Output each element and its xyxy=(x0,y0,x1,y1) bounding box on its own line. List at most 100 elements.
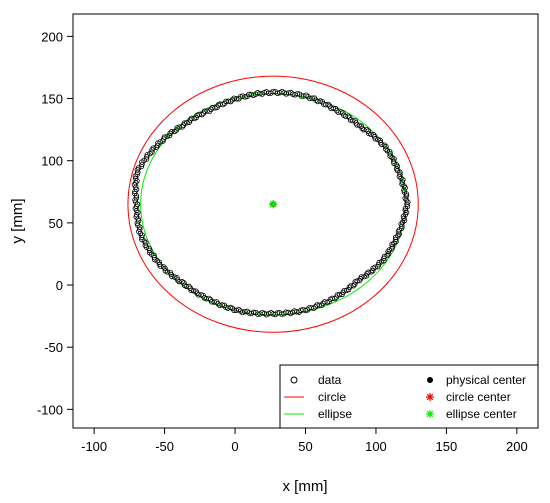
data-point xyxy=(386,247,393,253)
data-point xyxy=(172,128,178,135)
data-point xyxy=(364,127,370,133)
x-tick-label: -50 xyxy=(155,439,174,454)
data-point xyxy=(358,274,365,280)
data-point xyxy=(296,309,302,315)
data-point xyxy=(164,269,171,275)
x-tick-label: 100 xyxy=(365,439,387,454)
data-point xyxy=(365,269,372,275)
data-point xyxy=(166,132,173,139)
x-tick-label: 150 xyxy=(436,439,458,454)
data-point xyxy=(288,89,294,96)
data-point xyxy=(381,142,388,148)
data-point xyxy=(341,112,347,118)
legend-asterisk-symbol xyxy=(426,410,434,418)
y-tick-label: -100 xyxy=(37,402,63,417)
legend-physical-center-symbol xyxy=(427,377,433,383)
data-point xyxy=(365,128,371,134)
legend-asterisk-symbol xyxy=(426,393,434,401)
data-point xyxy=(209,104,216,111)
ellipse-center-marker xyxy=(269,200,278,209)
data-point xyxy=(138,163,145,170)
y-axis-ticks: -100 -50 0 50 100 150 200 xyxy=(37,29,73,417)
data-point xyxy=(160,138,166,144)
y-tick-label: 100 xyxy=(41,154,63,169)
y-axis-label: y [mm] xyxy=(9,199,26,244)
y-tick-label: 0 xyxy=(56,278,63,293)
legend-label: physical center xyxy=(446,373,526,387)
data-point xyxy=(184,119,190,126)
x-tick-label: -100 xyxy=(81,439,107,454)
data-point xyxy=(171,274,178,280)
data-point xyxy=(335,109,341,115)
x-axis-label: x [mm] xyxy=(283,478,328,495)
data-point xyxy=(164,133,170,140)
data-point xyxy=(385,248,391,255)
legend-box xyxy=(279,364,539,429)
data-point xyxy=(332,295,338,302)
x-axis-ticks: -100 -50 0 50 100 150 200 xyxy=(81,428,528,454)
data-point xyxy=(188,287,194,294)
data-point xyxy=(148,251,155,257)
data-point xyxy=(139,234,145,241)
data-point xyxy=(151,254,157,261)
center-markers xyxy=(269,200,278,209)
data-point xyxy=(174,277,181,283)
data-point xyxy=(371,132,377,138)
legend-label: ellipse xyxy=(318,407,352,421)
data-point xyxy=(307,95,313,102)
data-point xyxy=(385,251,392,257)
data-point xyxy=(147,150,153,157)
data-point xyxy=(310,305,317,311)
data-point xyxy=(206,295,212,302)
data-point xyxy=(219,302,225,308)
data-point xyxy=(393,166,400,172)
data-point xyxy=(231,95,237,101)
data-point xyxy=(397,171,403,177)
data-point xyxy=(179,124,186,130)
data-point xyxy=(361,273,367,280)
data-point xyxy=(383,143,389,150)
data-point xyxy=(263,89,270,95)
x-tick-label: 50 xyxy=(298,439,312,454)
data-point xyxy=(396,231,402,237)
data-point xyxy=(239,309,246,316)
data-point xyxy=(372,264,378,270)
x-tick-label: 0 xyxy=(231,439,238,454)
y-tick-label: 50 xyxy=(49,216,63,231)
legend: data circle ellipse physical center circle c… xyxy=(279,364,539,429)
data-point xyxy=(359,125,365,132)
data-point xyxy=(381,253,388,260)
legend-label: circle center xyxy=(446,390,511,404)
data-point xyxy=(153,144,160,150)
data-point xyxy=(132,173,139,179)
y-tick-label: 200 xyxy=(41,29,63,44)
data-point xyxy=(375,136,381,143)
data-point xyxy=(364,270,370,277)
data-point xyxy=(402,207,409,214)
y-tick-label: -50 xyxy=(44,340,63,355)
x-tick-label: 200 xyxy=(506,439,528,454)
data-point xyxy=(156,261,163,268)
data-point xyxy=(298,93,305,99)
y-tick-label: 150 xyxy=(41,92,63,107)
legend-data-symbol xyxy=(290,376,298,384)
legend-label: ellipse center xyxy=(446,407,517,421)
data-point xyxy=(151,257,158,263)
data-point xyxy=(387,151,393,157)
data-point xyxy=(167,130,173,136)
data-point xyxy=(169,273,175,280)
data-point xyxy=(176,278,182,285)
data-point xyxy=(398,175,404,181)
data-point xyxy=(404,203,411,209)
data-point xyxy=(190,288,197,294)
data-point xyxy=(349,117,356,124)
data-point xyxy=(144,154,150,160)
legend-label: circle xyxy=(318,390,346,404)
data-point xyxy=(207,108,213,114)
circle-fit xyxy=(127,75,419,333)
data-point xyxy=(186,119,193,125)
data-point xyxy=(157,263,164,269)
data-point xyxy=(376,259,382,266)
data-point xyxy=(384,252,390,259)
